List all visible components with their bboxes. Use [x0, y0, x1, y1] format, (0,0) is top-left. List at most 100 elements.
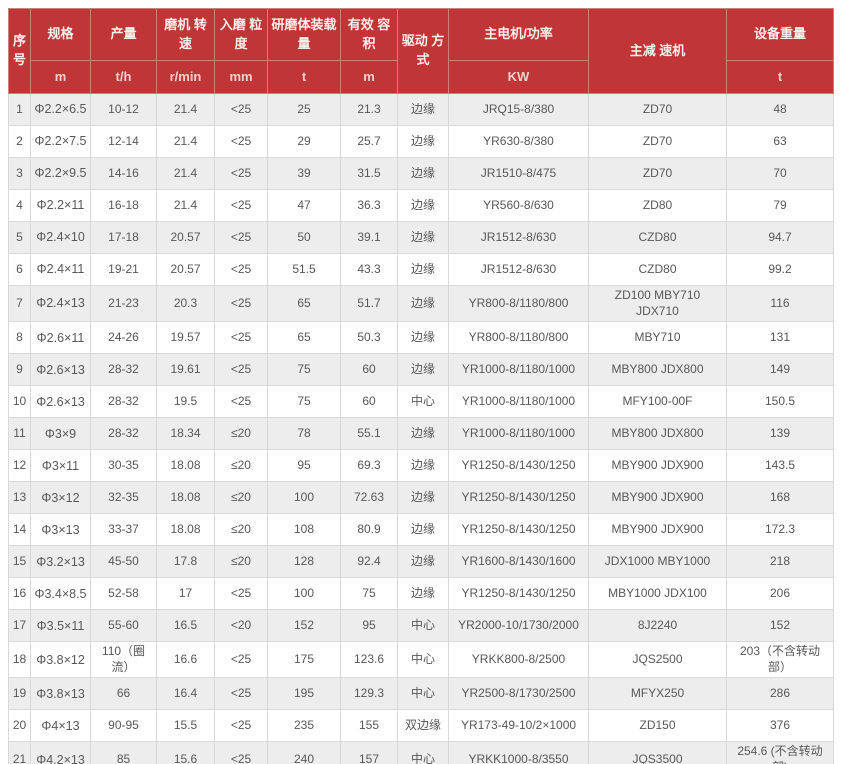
cell-reducer: ZD70 — [588, 157, 727, 190]
cell-drive-type: 边缘 — [397, 321, 449, 355]
cell-output: 12-14 — [90, 125, 157, 158]
cell-weight: 286 — [726, 677, 834, 711]
table-row: 3 Φ2.2×9.5 14-16 21.4 <25 39 31.5 边缘 JR1510-8/47… — [8, 157, 834, 190]
cell-media-load: 195 — [267, 677, 341, 711]
cell-motor-power: YR800-8/1180/800 — [448, 284, 589, 323]
cell-reducer: MBY800 JDX800 — [588, 353, 727, 387]
cell-output: 10-12 — [90, 93, 157, 126]
cell-index: 21 — [8, 741, 31, 764]
cell-feed-size: <25 — [214, 709, 268, 743]
cell-motor-power: YR1250-8/1430/1250 — [448, 481, 589, 515]
cell-feed-size: ≤20 — [214, 545, 268, 579]
cell-volume: 25.7 — [340, 125, 398, 158]
cell-drive-type: 边缘 — [397, 545, 449, 579]
cell-volume: 95 — [340, 609, 398, 643]
cell-weight: 63 — [726, 125, 834, 158]
col-header-spec: 规格 — [30, 8, 91, 61]
col-header-feed-size: 入磨 粒度 — [214, 8, 268, 61]
cell-feed-size: <25 — [214, 157, 268, 190]
cell-media-load: 175 — [267, 641, 341, 679]
col-header-speed: 磨机 转速 — [156, 8, 215, 61]
table-row: 20 Φ4×13 90-95 15.5 <25 235 155 双边缘 YR173-49-10/… — [8, 709, 834, 743]
cell-volume: 123.6 — [340, 641, 398, 679]
cell-index: 15 — [8, 545, 31, 579]
cell-reducer: MBY900 JDX900 — [588, 449, 727, 483]
cell-output: 52-58 — [90, 577, 157, 611]
cell-weight: 79 — [726, 189, 834, 222]
cell-output: 24-26 — [90, 321, 157, 355]
cell-speed: 18.08 — [156, 513, 215, 547]
cell-index: 20 — [8, 709, 31, 743]
cell-output: 21-23 — [90, 284, 157, 323]
cell-media-load: 50 — [267, 221, 341, 254]
cell-spec: Φ3×11 — [30, 449, 91, 483]
cell-speed: 21.4 — [156, 125, 215, 158]
cell-motor-power: YRKK800-8/2500 — [448, 641, 589, 679]
table-row: 5 Φ2.4×10 17-18 20.57 <25 50 39.1 边缘 JR1512-8/63… — [8, 221, 834, 254]
cell-speed: 21.4 — [156, 157, 215, 190]
table-row: 2 Φ2.2×7.5 12-14 21.4 <25 29 25.7 边缘 YR630-8/380… — [8, 125, 834, 158]
cell-weight: 203（不含转动部） — [726, 641, 834, 679]
cell-output: 19-21 — [90, 253, 157, 286]
cell-output: 110（圈流） — [90, 641, 157, 679]
table-row: 16 Φ3.4×8.5 52-58 17 <25 100 75 边缘 YR1250-8/1430… — [8, 577, 834, 611]
cell-media-load: 95 — [267, 449, 341, 483]
cell-weight: 218 — [726, 545, 834, 579]
cell-volume: 72.63 — [340, 481, 398, 515]
cell-index: 13 — [8, 481, 31, 515]
cell-output: 17-18 — [90, 221, 157, 254]
cell-motor-power: YR1000-8/1180/1000 — [448, 417, 589, 451]
cell-drive-type: 边缘 — [397, 577, 449, 611]
cell-index: 18 — [8, 641, 31, 679]
cell-speed: 16.5 — [156, 609, 215, 643]
cell-weight: 152 — [726, 609, 834, 643]
table-body: 1 Φ2.2×6.5 10-12 21.4 <25 25 21.3 边缘 JRQ15-8/380… — [8, 93, 834, 764]
cell-output: 85 — [90, 741, 157, 764]
cell-drive-type: 边缘 — [397, 125, 449, 158]
unit-spec: m — [30, 60, 91, 94]
unit-weight: t — [726, 60, 834, 94]
cell-speed: 18.34 — [156, 417, 215, 451]
table-row: 9 Φ2.6×13 28-32 19.61 <25 75 60 边缘 YR1000-8/1180… — [8, 353, 834, 387]
cell-media-load: 51.5 — [267, 253, 341, 286]
cell-reducer: ZD150 — [588, 709, 727, 743]
cell-index: 3 — [8, 157, 31, 190]
cell-reducer: MBY1000 JDX100 — [588, 577, 727, 611]
table-row: 13 Φ3×12 32-35 18.08 ≤20 100 72.63 边缘 YR1250-8/1… — [8, 481, 834, 515]
cell-feed-size: <25 — [214, 189, 268, 222]
cell-index: 19 — [8, 677, 31, 711]
cell-speed: 20.3 — [156, 284, 215, 323]
cell-speed: 18.08 — [156, 481, 215, 515]
cell-feed-size: <25 — [214, 221, 268, 254]
cell-media-load: 25 — [267, 93, 341, 126]
cell-spec: Φ3.4×8.5 — [30, 577, 91, 611]
cell-feed-size: <20 — [214, 609, 268, 643]
cell-drive-type: 中心 — [397, 609, 449, 643]
cell-index: 10 — [8, 385, 31, 419]
table-row: 7 Φ2.4×13 21-23 20.3 <25 65 51.7 边缘 YR800-8/1180… — [8, 284, 834, 323]
cell-weight: 143.5 — [726, 449, 834, 483]
cell-feed-size: ≤20 — [214, 513, 268, 547]
cell-volume: 21.3 — [340, 93, 398, 126]
cell-output: 45-50 — [90, 545, 157, 579]
cell-reducer: CZD80 — [588, 253, 727, 286]
cell-volume: 60 — [340, 385, 398, 419]
table-row: 17 Φ3.5×11 55-60 16.5 <20 152 95 中心 YR2000-10/17… — [8, 609, 834, 643]
cell-reducer: ZD70 — [588, 93, 727, 126]
cell-drive-type: 边缘 — [397, 221, 449, 254]
cell-motor-power: YR1250-8/1430/1250 — [448, 449, 589, 483]
cell-feed-size: <25 — [214, 677, 268, 711]
cell-output: 33-37 — [90, 513, 157, 547]
cell-output: 30-35 — [90, 449, 157, 483]
cell-speed: 15.6 — [156, 741, 215, 764]
cell-speed: 21.4 — [156, 189, 215, 222]
cell-volume: 129.3 — [340, 677, 398, 711]
cell-weight: 70 — [726, 157, 834, 190]
cell-spec: Φ2.6×13 — [30, 385, 91, 419]
col-header-weight: 设备重量 — [726, 8, 834, 61]
cell-reducer: JDX1000 MBY1000 — [588, 545, 727, 579]
cell-volume: 92.4 — [340, 545, 398, 579]
cell-feed-size: <25 — [214, 284, 268, 323]
unit-speed: r/min — [156, 60, 215, 94]
cell-feed-size: ≤20 — [214, 481, 268, 515]
